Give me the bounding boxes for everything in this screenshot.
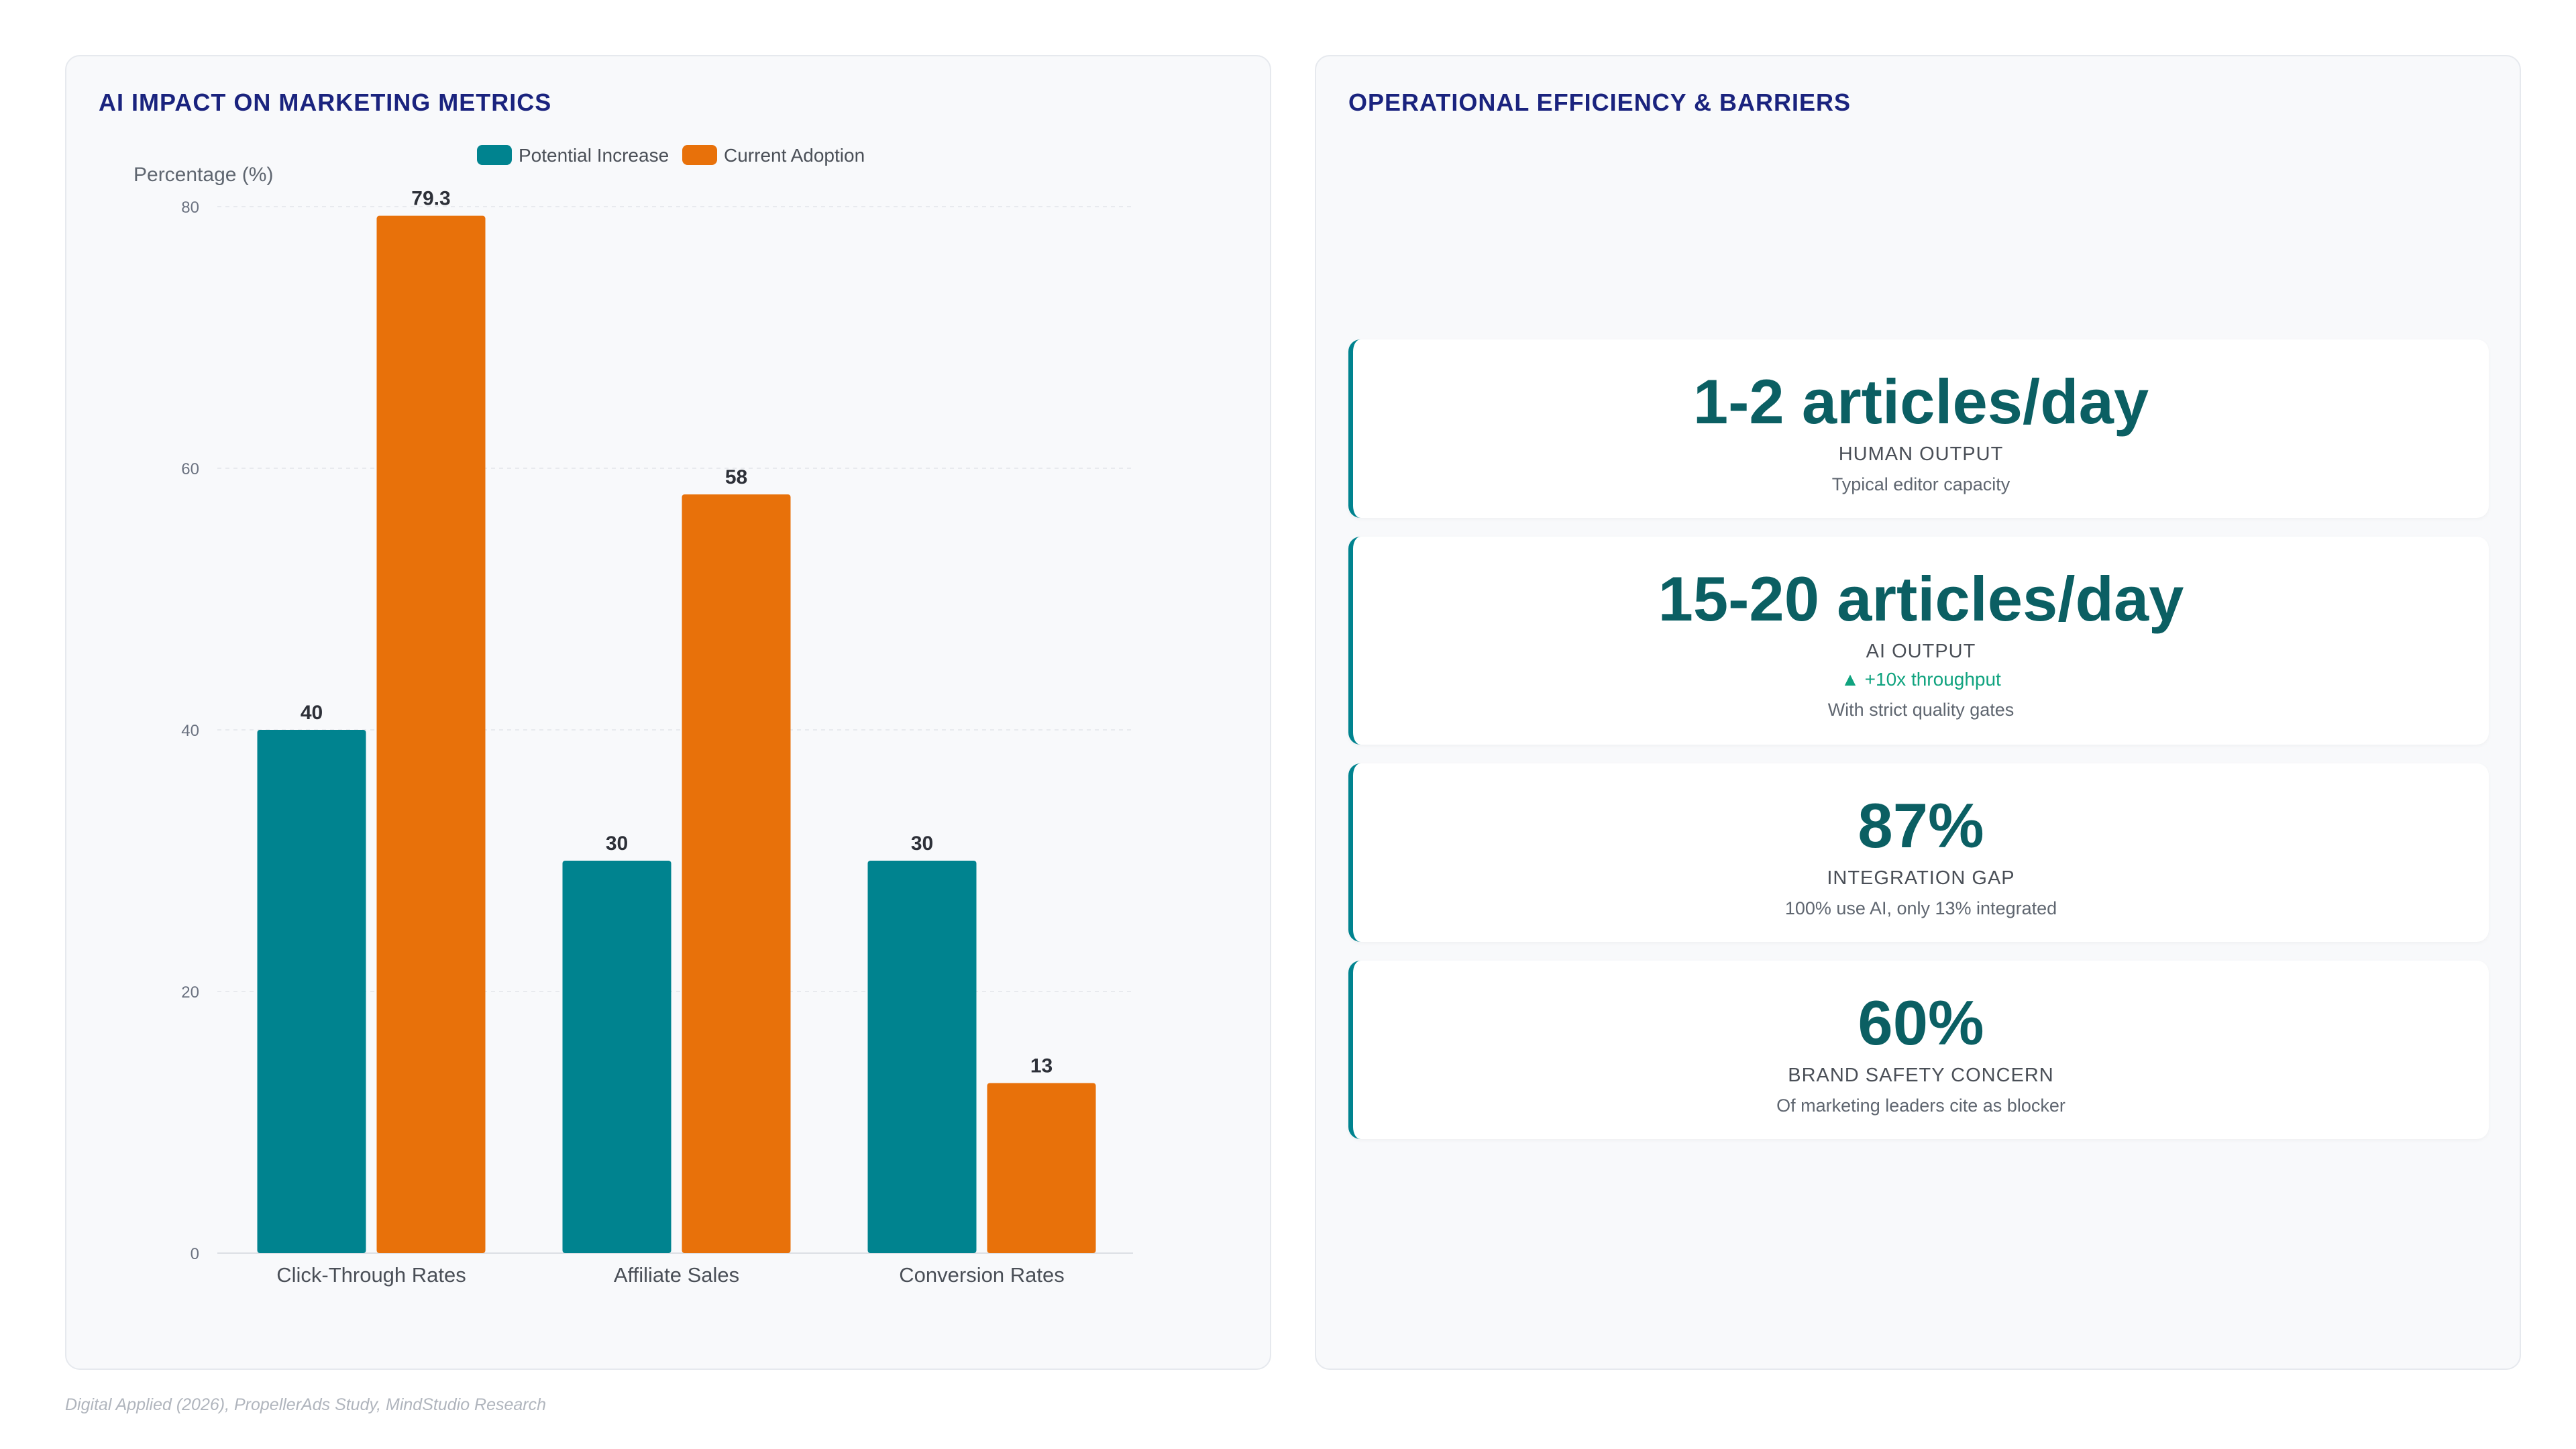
y-tick-label: 0 [191,1245,199,1263]
bar [682,494,791,1253]
x-tick-label: Click-Through Rates [276,1263,466,1287]
stat-card-human-output: 1-2 articles/day HUMAN OUTPUT Typical ed… [1348,339,2489,518]
stat-note: With strict quality gates [1827,700,2015,720]
stat-label: AI OUTPUT [1866,641,1976,662]
bar-chart: Percentage (%) 0 20 40 60 80 Potential Increas… [133,145,1133,1287]
data-label: 58 [725,466,747,488]
legend-label: Potential Increase [519,145,669,166]
legend-swatch [477,145,512,165]
data-label: 30 [911,833,933,855]
source-citation: Digital Applied (2026), PropellerAds Stu… [65,1395,547,1414]
bar [562,861,672,1253]
stat-note: 100% use AI, only 13% integrated [1784,898,2057,918]
stat-card-integration-gap: 87% INTEGRATION GAP 100% use AI, only 13… [1348,763,2489,942]
data-label: 79.3 [411,188,450,210]
bar [257,730,366,1253]
x-tick-label: Affiliate Sales [614,1263,739,1287]
stat-card-brand-safety: 60% BRAND SAFETY CONCERN Of marketing le… [1348,961,2489,1139]
stat-value: 1-2 articles/day [1693,366,2149,437]
bar [987,1083,1096,1253]
stat-label: INTEGRATION GAP [1827,867,2015,889]
bar [376,215,486,1253]
stat-note: Typical editor capacity [1831,474,2010,494]
stat-note: Of marketing leaders cite as blocker [1776,1095,2065,1116]
legend-swatch [682,145,717,165]
data-label: 13 [1030,1055,1053,1077]
stat-delta: ▲ +10x throughput [1841,669,2001,690]
y-tick-label: 20 [181,983,199,1002]
stat-value: 87% [1858,790,1984,861]
efficiency-panel-title: OPERATIONAL EFFICIENCY & BARRIERS [1348,89,1851,116]
y-axis-label: Percentage (%) [133,164,273,186]
legend-label: Current Adoption [724,145,865,166]
y-tick-label: 60 [181,460,199,478]
x-tick-label: Conversion Rates [899,1263,1064,1287]
stat-label: HUMAN OUTPUT [1838,443,2004,465]
metrics-chart-panel: AI IMPACT ON MARKETING METRICS Percentag… [65,55,1271,1370]
stat-label: BRAND SAFETY CONCERN [1788,1065,2054,1086]
data-label: 30 [606,833,628,855]
stat-card-ai-output: 15-20 articles/day AI OUTPUT ▲ +10x thro… [1348,537,2489,745]
data-label: 40 [301,702,323,724]
y-tick-label: 40 [181,722,199,740]
stat-value: 15-20 articles/day [1658,564,2184,634]
y-tick-label: 80 [181,199,199,217]
stat-value: 60% [1858,987,1984,1058]
bar [867,861,977,1253]
efficiency-panel: OPERATIONAL EFFICIENCY & BARRIERS 1-2 ar… [1315,55,2521,1370]
chart-panel-title: AI IMPACT ON MARKETING METRICS [99,89,552,116]
